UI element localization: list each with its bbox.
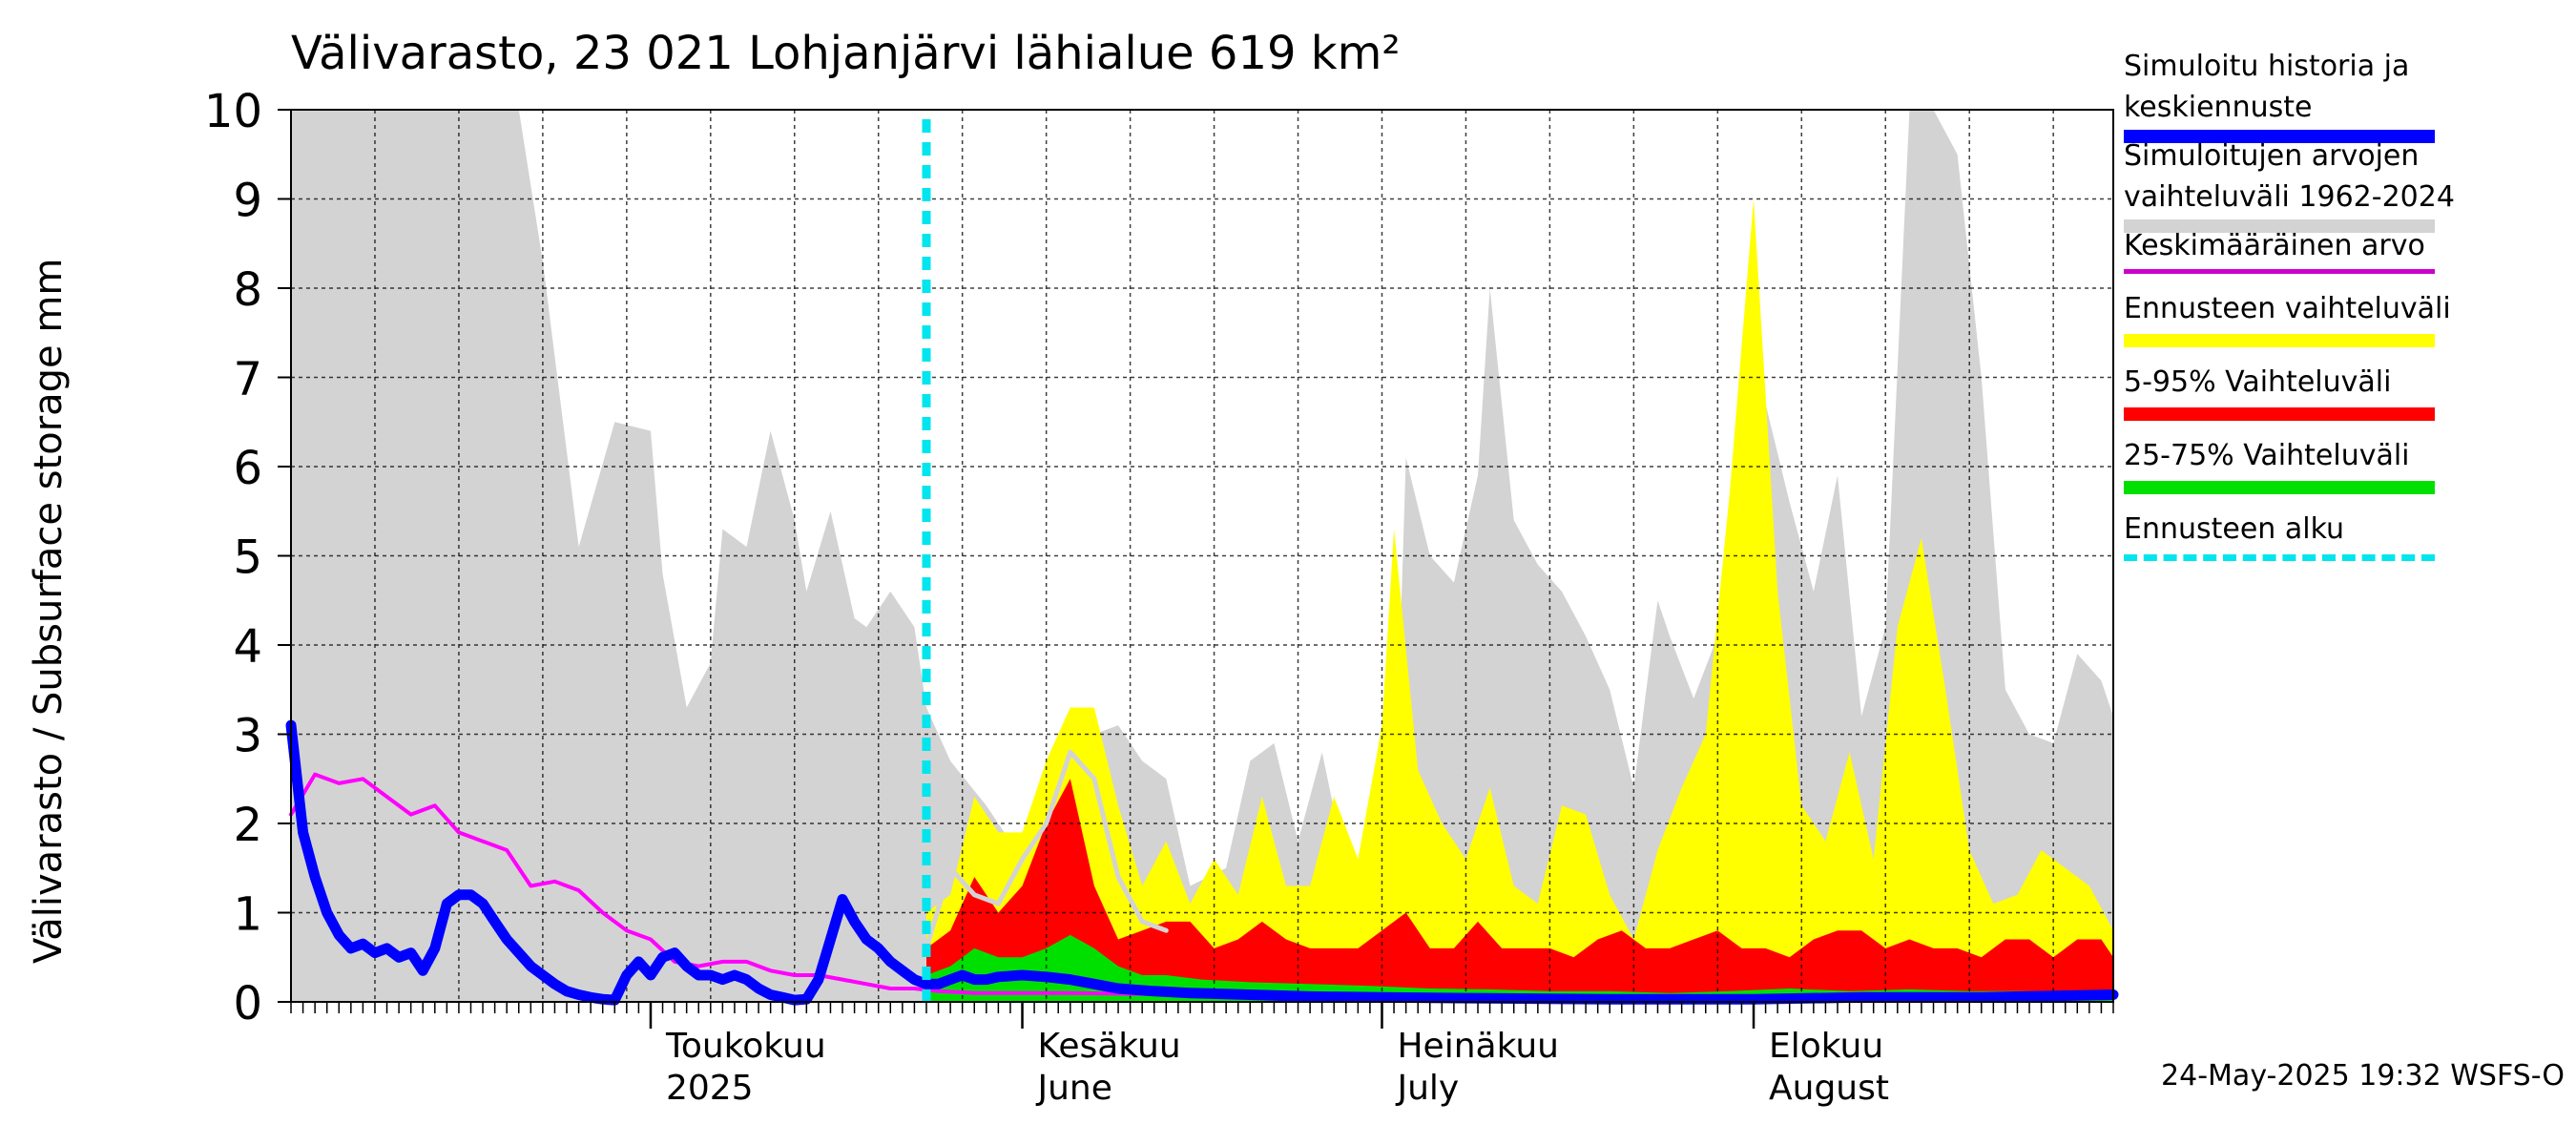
legend-swatch (2124, 219, 2435, 233)
legend-label: Simuloitu historia ja keskiennuste (2124, 50, 2410, 124)
x-tick-label: July (1395, 1069, 1459, 1108)
legend-label: 5-95% Vaihteluväli (2124, 365, 2392, 399)
y-tick-label: 5 (233, 531, 262, 585)
legend-swatch (2124, 334, 2435, 347)
legend-swatch (2124, 407, 2435, 421)
legend: Simuloitu historia ja keskiennuste Simul… (2124, 46, 2572, 582)
y-tick-label: 7 (233, 353, 262, 406)
x-tick-label: Heinäkuu (1397, 1027, 1558, 1066)
legend-swatch (2124, 554, 2435, 561)
legend-item-forecast-range: Ennusteen vaihteluväli (2124, 288, 2572, 377)
timestamp: 24-May-2025 19:32 WSFS-O (2161, 1059, 2565, 1093)
y-tick-label: 10 (204, 85, 262, 138)
legend-label: Ennusteen alku (2124, 512, 2345, 546)
legend-swatch (2124, 130, 2435, 143)
x-tick-label: Kesäkuu (1038, 1027, 1181, 1066)
series-line-6 (285, 719, 2119, 1006)
legend-item-history: Simuloitu historia ja keskiennuste (2124, 46, 2572, 151)
chart-title: Välivarasto, 23 021 Lohjanjärvi lähialue… (291, 27, 1401, 80)
series-band-3 (926, 934, 2113, 1002)
series-band-0 (291, 110, 2113, 1002)
legend-item-25-75: 25-75% Vaihteluväli (2124, 435, 2572, 524)
y-tick-label: 4 (233, 620, 262, 674)
x-tick-label: June (1036, 1069, 1112, 1108)
legend-label: Simuloitujen arvojen vaihteluväli 1962-2… (2124, 139, 2455, 214)
y-tick-label: 1 (233, 888, 262, 942)
legend-item-5-95: 5-95% Vaihteluväli (2124, 362, 2572, 450)
series-line-5 (924, 749, 1169, 951)
legend-item-mean: Keskimääräinen arvo (2124, 225, 2572, 303)
legend-label: Ennusteen vaihteluväli (2124, 292, 2451, 325)
legend-label: 25-75% Vaihteluväli (2124, 439, 2410, 472)
legend-item-forecast-start: Ennusteen alku (2124, 509, 2572, 597)
x-tick-label: August (1769, 1069, 1889, 1108)
x-tick-label: Elokuu (1769, 1027, 1883, 1066)
x-tick-label: 2025 (666, 1069, 754, 1108)
y-tick-label: 0 (233, 977, 262, 1030)
y-tick-label: 2 (233, 799, 262, 852)
legend-swatch (2124, 269, 2435, 274)
legend-label: Keskimääräinen arvo (2124, 229, 2425, 262)
y-tick-label: 3 (233, 710, 262, 763)
legend-item-range: Simuloitujen arvojen vaihteluväli 1962-2… (2124, 135, 2572, 240)
x-tick-label: Toukokuu (665, 1027, 826, 1066)
legend-swatch (2124, 481, 2435, 494)
y-tick-label: 9 (233, 175, 262, 228)
y-tick-label: 6 (233, 442, 262, 495)
y-tick-label: 8 (233, 263, 262, 317)
series-band-2 (926, 779, 2113, 1002)
